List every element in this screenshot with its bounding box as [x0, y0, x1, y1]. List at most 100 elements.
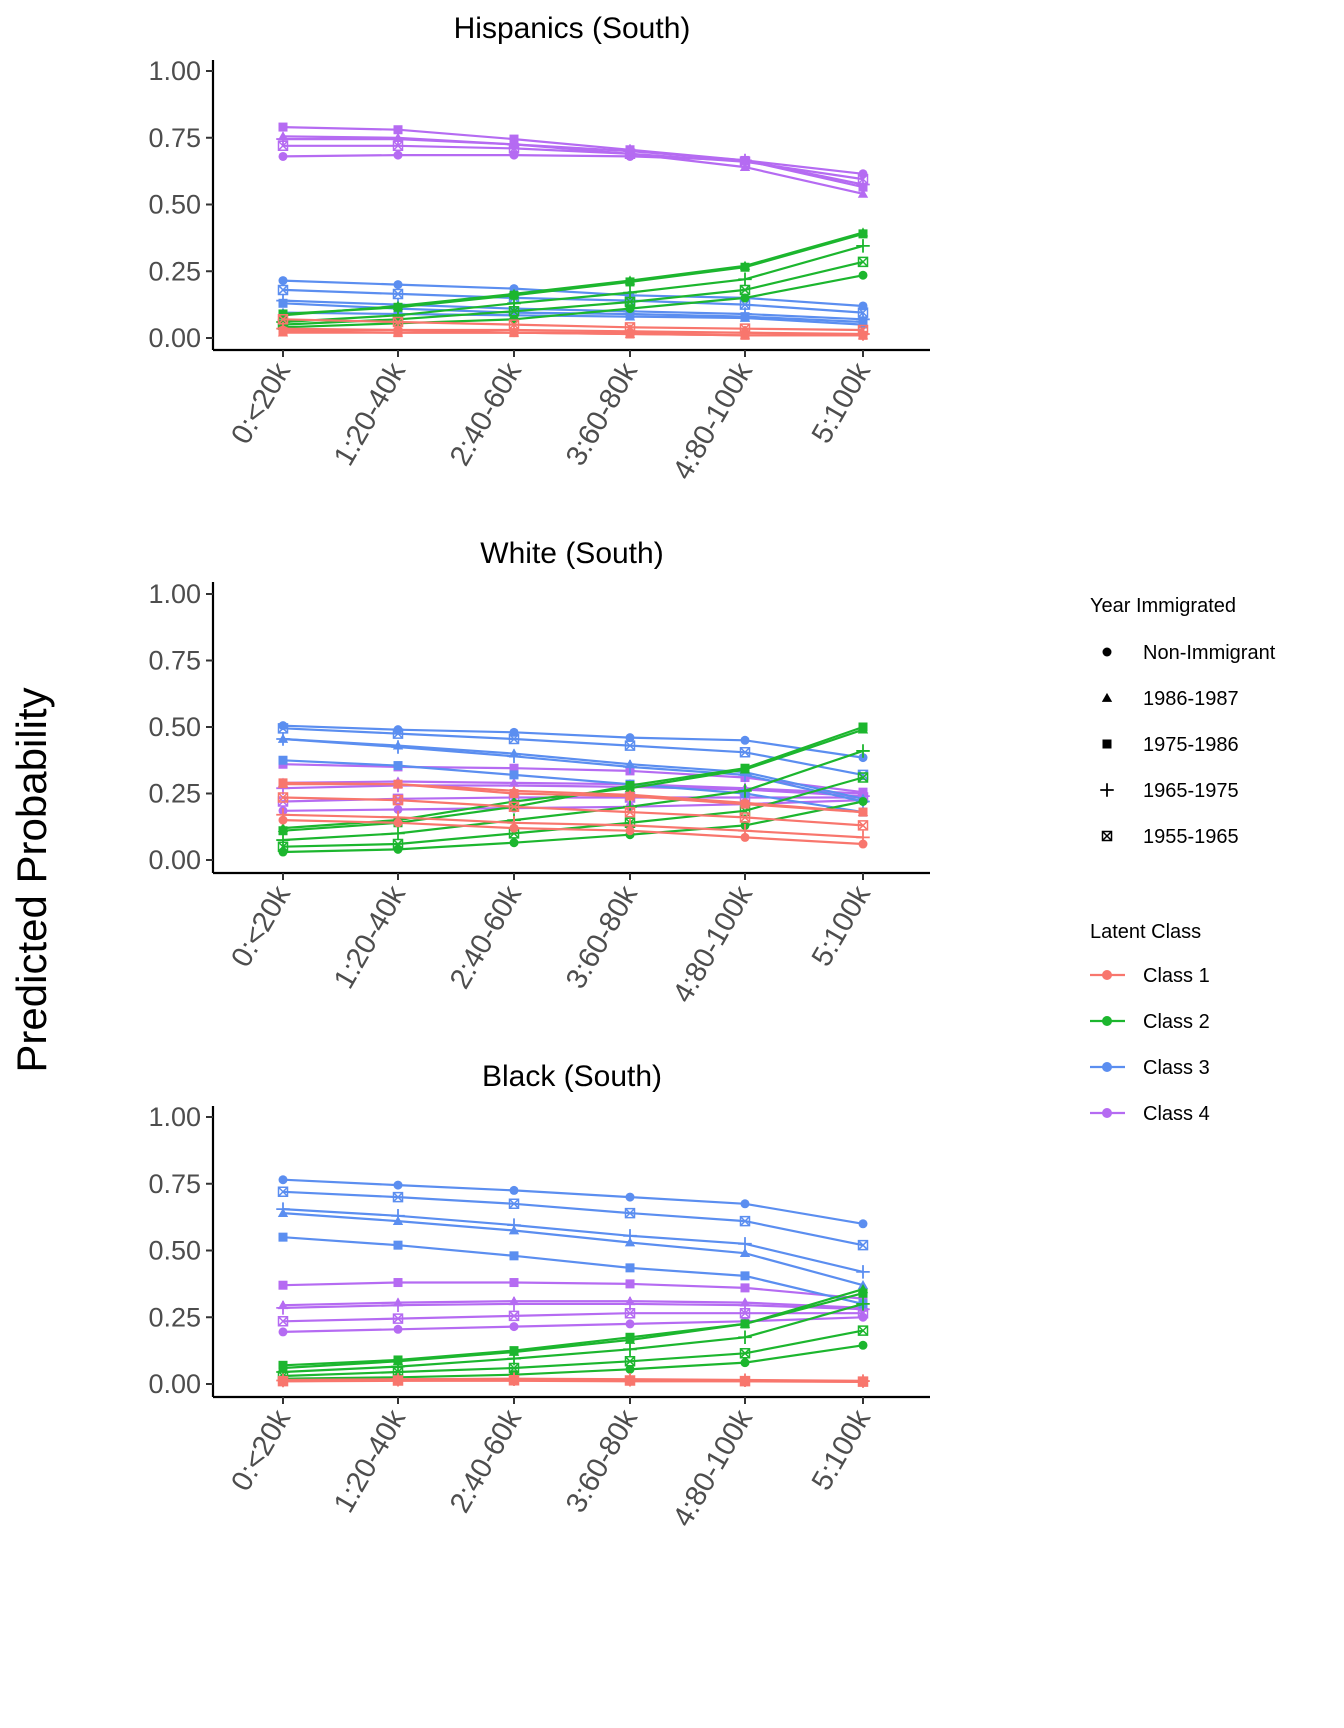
y-tick-label: 0.75 — [148, 1169, 201, 1199]
legend-shape-1975-1986: 1975-1986 — [1102, 734, 1239, 756]
series-line — [282, 737, 864, 800]
data-point — [857, 188, 869, 198]
data-point — [625, 277, 635, 287]
series-line — [282, 725, 864, 832]
data-point — [624, 1356, 636, 1367]
series-class-3-1955-1965 — [277, 1186, 869, 1251]
y-tick-label: 0.00 — [148, 1369, 201, 1399]
series-line — [282, 780, 864, 795]
series-line — [282, 781, 864, 814]
series-line — [282, 327, 864, 336]
legend-shape-non-immigrant: Non-Immigrant — [1102, 642, 1276, 664]
data-point — [739, 284, 751, 296]
y-tick-label: 1.00 — [148, 1102, 201, 1132]
data-point — [624, 1307, 636, 1319]
data-point — [858, 1288, 868, 1298]
data-point — [624, 740, 636, 751]
data-point — [624, 1375, 636, 1386]
series-line — [282, 232, 864, 316]
series-class-2-1965-1975 — [276, 744, 870, 847]
data-point — [278, 309, 288, 319]
data-point — [624, 322, 636, 333]
series-class-1-1955-1965 — [277, 314, 869, 336]
data-point — [278, 151, 288, 161]
data-point — [278, 778, 288, 788]
data-point — [393, 761, 403, 771]
data-point — [392, 140, 404, 152]
data-point — [624, 806, 636, 818]
data-point — [625, 791, 635, 801]
data-point — [509, 789, 519, 798]
panel-title: Black (South) — [482, 1060, 662, 1093]
series-line — [282, 1178, 864, 1225]
legend-label: 1965-1975 — [1143, 780, 1239, 802]
legend-shape-1986-1987: 1986-1987 — [1101, 688, 1239, 710]
y-tick-label: 0.25 — [148, 1302, 201, 1332]
data-point — [509, 1278, 519, 1288]
legend-class-2: Class 2 — [1090, 1011, 1210, 1033]
legend-label: Class 2 — [1143, 1011, 1210, 1033]
data-point — [277, 723, 289, 734]
data-point — [858, 229, 868, 239]
data-point — [393, 280, 403, 290]
data-point — [625, 781, 635, 791]
series-line — [282, 154, 864, 175]
series-line — [282, 318, 864, 332]
y-tick-label: 0.75 — [148, 123, 201, 153]
data-point — [738, 272, 752, 287]
data-point — [276, 293, 290, 308]
data-point — [738, 1237, 752, 1251]
data-point — [739, 1307, 751, 1319]
data-point — [625, 1332, 635, 1342]
y-tick-label: 1.00 — [148, 56, 201, 86]
series-line — [282, 724, 864, 759]
data-point — [391, 740, 405, 754]
series-line — [282, 796, 864, 827]
data-point — [276, 808, 290, 822]
data-point — [740, 1358, 750, 1368]
data-point — [278, 1175, 288, 1185]
data-point — [508, 1310, 520, 1322]
series-class-2-1975-1986 — [278, 229, 868, 319]
data-point — [393, 150, 403, 160]
data-point — [738, 1330, 752, 1345]
data-point — [857, 256, 869, 268]
data-point — [740, 1319, 750, 1329]
data-point — [623, 818, 637, 833]
data-point — [392, 1191, 404, 1203]
legend-key — [1102, 647, 1112, 657]
data-point — [278, 1232, 288, 1242]
data-point — [858, 1219, 868, 1229]
legend-key-point — [1102, 1062, 1112, 1072]
series-line — [282, 260, 864, 326]
data-point — [857, 1376, 869, 1387]
legend-key — [1101, 830, 1113, 842]
series-class-3-1965-1975 — [276, 1202, 870, 1279]
legend-label: Class 4 — [1143, 1103, 1210, 1125]
data-point — [739, 812, 751, 823]
data-point — [739, 323, 751, 334]
data-point — [508, 1198, 520, 1210]
data-point — [857, 772, 869, 783]
data-point — [276, 132, 290, 146]
data-point — [625, 1364, 635, 1374]
data-point — [392, 838, 404, 850]
data-point — [278, 755, 288, 765]
series-class-1-1975-1986 — [278, 778, 868, 817]
data-point — [391, 1209, 405, 1223]
legend-shape-1965-1975: 1965-1975 — [1100, 780, 1239, 802]
data-point — [391, 810, 405, 825]
data-point — [623, 760, 637, 774]
legend-class-1: Class 1 — [1090, 965, 1210, 987]
legend-label: 1975-1986 — [1143, 734, 1239, 756]
data-point — [508, 1362, 520, 1374]
series-class-1-1965-1975 — [276, 808, 870, 845]
data-point — [856, 1265, 870, 1279]
series-line — [282, 330, 863, 337]
legend: Year Immigrated Non-Immigrant 1986-1987 19… — [1090, 595, 1276, 1125]
data-point — [856, 744, 870, 758]
data-point — [393, 1278, 403, 1288]
data-point — [623, 1229, 637, 1243]
data-point — [276, 833, 290, 847]
data-point — [856, 239, 870, 253]
